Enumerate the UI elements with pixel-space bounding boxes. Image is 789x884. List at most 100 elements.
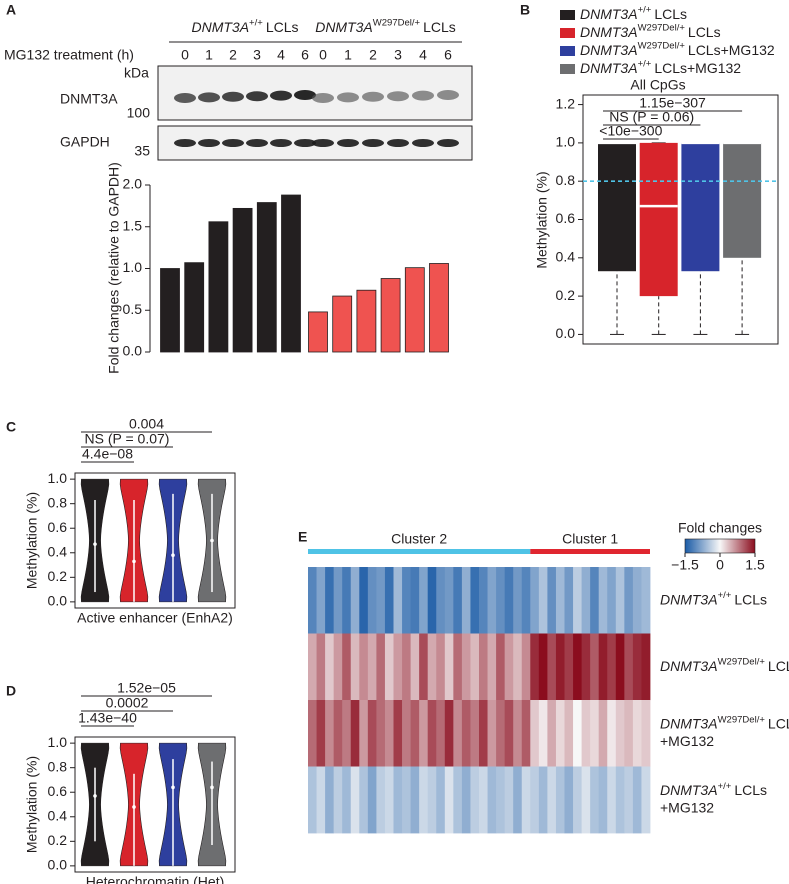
heatmap-cell xyxy=(333,633,343,701)
heatmap-cell xyxy=(555,766,565,834)
heatmap-cell xyxy=(598,633,608,701)
heatmap-cell xyxy=(504,700,514,767)
heatmap-cell xyxy=(427,633,437,701)
heatmap-cell xyxy=(384,766,394,834)
heatmap-cell xyxy=(419,700,429,767)
heatmap-cell xyxy=(453,567,463,634)
heatmap-cell xyxy=(547,633,557,701)
colorbar-tick-label: 1.5 xyxy=(745,557,765,573)
heatmap-cell xyxy=(325,633,335,701)
heatmap-cell xyxy=(547,567,557,634)
blot-band xyxy=(362,91,384,102)
panel-letter: E xyxy=(298,529,307,545)
y-tick-label: 1.5 xyxy=(123,217,143,233)
group-suffix: LCLs xyxy=(768,657,789,673)
blot-band xyxy=(412,90,434,101)
heatmap-cell xyxy=(632,633,642,701)
heatmap-cell xyxy=(479,633,488,701)
bar xyxy=(332,295,353,353)
p-value: NS (P = 0.06) xyxy=(609,109,694,125)
y-tick-label: 0.6 xyxy=(556,210,576,226)
median xyxy=(210,538,214,543)
legend-label: DNMT3A+/+ LCLs xyxy=(580,4,687,22)
genotype: +/+ xyxy=(638,4,652,15)
heatmap-cell xyxy=(521,633,531,701)
heatmap-cell xyxy=(367,567,377,634)
cluster-label: Cluster 2 xyxy=(391,531,447,547)
heatmap-cell xyxy=(504,633,514,701)
p-value: NS (P = 0.07) xyxy=(85,431,170,447)
gene: DNMT3A xyxy=(660,657,718,673)
bar xyxy=(356,289,377,353)
gene: DNMT3A xyxy=(580,60,638,76)
heatmap-cell xyxy=(547,766,557,834)
heatmap-cell xyxy=(316,766,326,834)
heatmap-cell xyxy=(461,567,471,634)
heatmap-cell xyxy=(538,567,548,634)
plot-frame xyxy=(74,736,236,873)
heatmap-cell xyxy=(444,700,454,767)
blot-band xyxy=(246,139,268,147)
heatmap-cell xyxy=(496,633,506,701)
legend-swatch xyxy=(560,10,575,20)
genotype: +/+ xyxy=(638,58,652,69)
y-tick-label: 0.4 xyxy=(48,807,68,823)
heatmap-cell xyxy=(402,700,411,767)
y-tick-label: 0.0 xyxy=(123,343,143,359)
heatmap-cell xyxy=(342,700,352,767)
heatmap-cell xyxy=(555,700,565,767)
heatmap-cell xyxy=(461,633,471,701)
heatmap-cell xyxy=(316,633,326,701)
heatmap-cell xyxy=(479,766,488,834)
blot-band xyxy=(294,139,316,147)
row-label: DNMT3A+/+ LCLs xyxy=(660,589,767,607)
blot-band xyxy=(174,139,196,147)
heatmap-cell xyxy=(590,766,600,834)
blot-unit: kDa xyxy=(124,65,149,81)
x-axis-label: Heterochromatin (Het) xyxy=(86,874,225,884)
heatmap-cell xyxy=(419,567,429,634)
heatmap-cell xyxy=(402,633,411,701)
heatmap-cell xyxy=(538,633,548,701)
heatmap-cell xyxy=(453,633,463,701)
box xyxy=(639,142,678,297)
heatmap-cell xyxy=(555,633,565,701)
heatmap-cell xyxy=(325,700,335,767)
blot-band xyxy=(246,91,268,102)
heatmap-cell xyxy=(564,567,574,634)
heatmap-cell xyxy=(496,567,506,634)
heatmap-cell xyxy=(444,633,454,701)
heatmap-cell xyxy=(325,766,335,834)
panel-letter: D xyxy=(6,683,16,699)
heatmap-cell xyxy=(487,700,497,767)
cluster-bar xyxy=(530,549,650,554)
heatmap-cell xyxy=(461,700,471,767)
row-label: DNMT3AW297Del/+LCLs +MG132 xyxy=(660,714,789,749)
heatmap-cell xyxy=(376,700,386,767)
blot-band xyxy=(387,139,409,147)
blot-band xyxy=(337,139,359,147)
kda-marker: 100 xyxy=(127,105,151,121)
heatmap-cell xyxy=(342,567,352,634)
heatmap-cell xyxy=(333,700,343,767)
label-line2: +MG132 xyxy=(660,733,714,749)
y-tick-label: 0.6 xyxy=(48,783,68,799)
cluster-bar xyxy=(308,549,531,554)
blot-band xyxy=(312,93,334,103)
box xyxy=(723,142,762,258)
genotype: W297Del/+ xyxy=(718,656,766,667)
legend-swatch xyxy=(560,28,575,38)
heatmap-cell xyxy=(316,567,326,634)
bar xyxy=(208,221,229,353)
blot-band xyxy=(270,90,292,101)
heatmap-cell xyxy=(624,567,634,634)
gene: DNMT3A xyxy=(580,6,638,22)
blot-band xyxy=(337,92,359,103)
heatmap-cell xyxy=(359,766,369,834)
heatmap-cell xyxy=(479,700,488,767)
lane-label: 4 xyxy=(277,47,285,63)
heatmap-cell xyxy=(590,700,600,767)
heatmap-cell xyxy=(615,766,625,834)
heatmap-cell xyxy=(384,567,394,634)
heatmap-cell xyxy=(436,700,446,767)
